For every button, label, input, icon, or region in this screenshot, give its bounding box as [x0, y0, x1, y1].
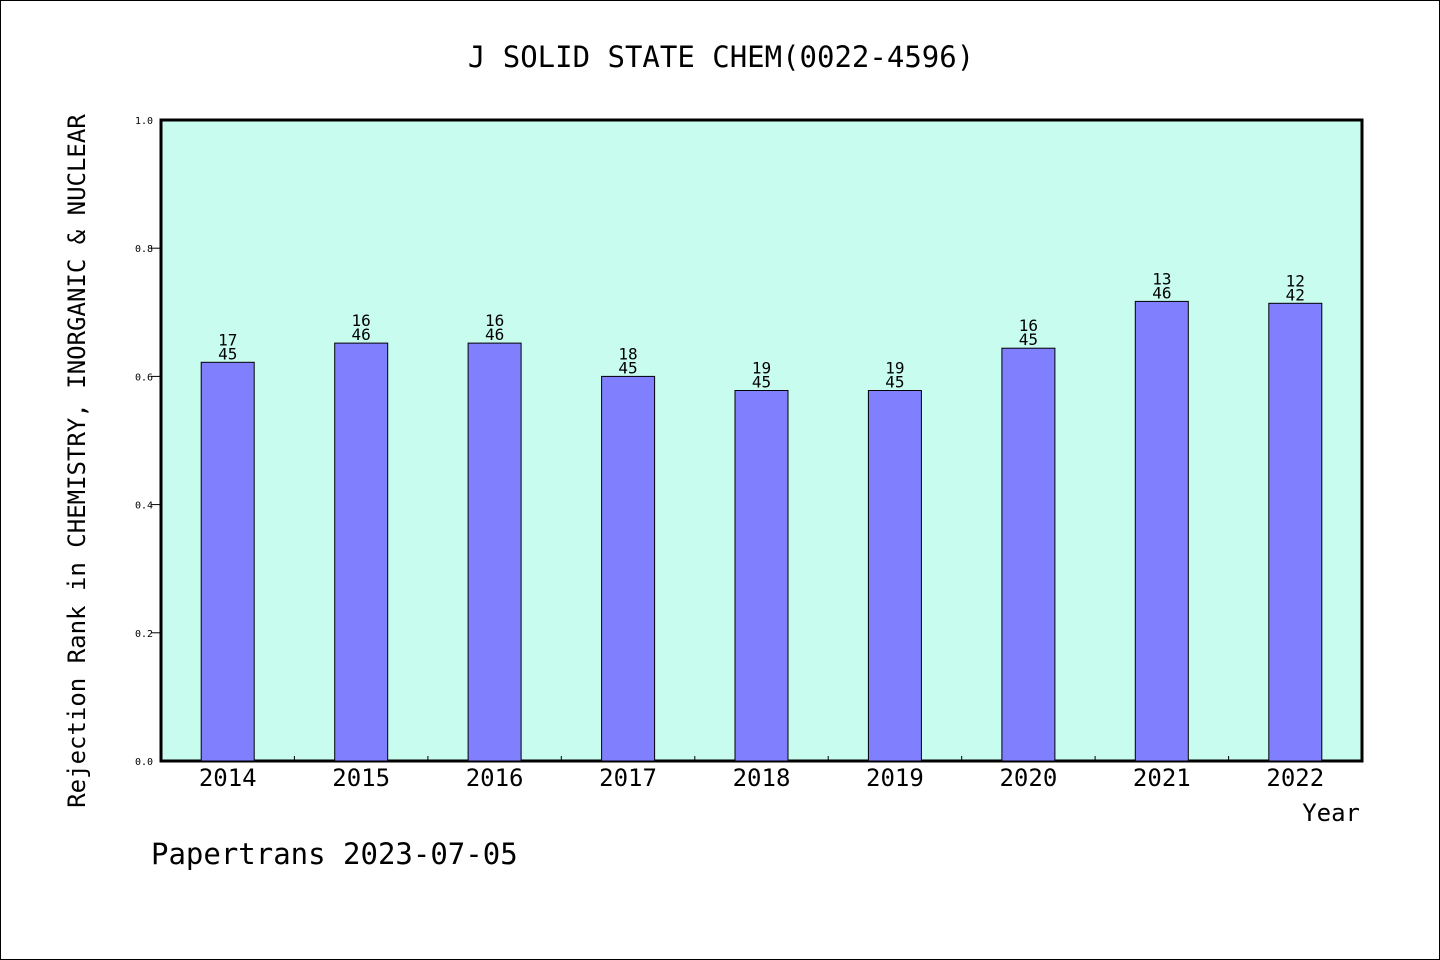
y-axis-title: Rejection Rank in CHEMISTRY, INORGANIC &… [63, 114, 91, 808]
x-tick-label-2020: 2020 [999, 764, 1057, 792]
bar-label-top-2018: 19 [752, 359, 771, 378]
bar-2020 [1001, 347, 1056, 762]
bar-label-top-2019: 19 [885, 359, 904, 378]
x-tick-label-2018: 2018 [733, 764, 791, 792]
y-tick-label-0.8: 0.8 [135, 244, 153, 255]
y-tick-label-0.4: 0.4 [135, 501, 153, 512]
bar-label-top-2021: 13 [1152, 269, 1171, 288]
x-tick-label-2015: 2015 [332, 764, 390, 792]
x-tick-label-2021: 2021 [1133, 764, 1191, 792]
bar-2014 [200, 361, 255, 762]
bar-label-top-2020: 16 [1019, 316, 1038, 335]
bar-label-bottom-2016: 46 [485, 325, 504, 344]
x-axis-title: Year [1302, 799, 1360, 827]
bars-layer [200, 300, 1323, 762]
bar-2017 [601, 375, 656, 762]
x-tick-label-2022: 2022 [1266, 764, 1324, 792]
y-tick-label-1.0: 1.0 [135, 116, 153, 127]
bar-label-top-2016: 16 [485, 311, 504, 330]
bar-2019 [867, 390, 922, 762]
bar-label-top-2015: 16 [352, 311, 371, 330]
x-tick-label-2014: 2014 [199, 764, 257, 792]
bar-2021 [1134, 300, 1189, 762]
bar-label-bottom-2017: 45 [618, 358, 637, 377]
bar-label-bottom-2014: 45 [218, 344, 237, 363]
bar-label-bottom-2022: 42 [1286, 285, 1305, 304]
y-tick-label-0.0: 0.0 [135, 757, 153, 768]
y-tick-label-0.6: 0.6 [135, 372, 153, 383]
bar-label-bottom-2018: 45 [752, 373, 771, 392]
bar-label-top-2014: 17 [218, 330, 237, 349]
bar-label-top-2022: 12 [1286, 271, 1305, 290]
bar-2022 [1268, 302, 1323, 762]
bar-label-bottom-2015: 46 [352, 325, 371, 344]
x-tick-label-2016: 2016 [466, 764, 524, 792]
bar-2015 [334, 342, 389, 762]
y-tick-label-0.2: 0.2 [135, 629, 153, 640]
bar-label-bottom-2019: 45 [885, 373, 904, 392]
x-tick-label-2017: 2017 [599, 764, 657, 792]
bar-label-bottom-2021: 46 [1152, 283, 1171, 302]
x-axis: 2014 2015 2016 2017 2018 2019 2020 2021 2022 [199, 756, 1324, 792]
bar-label-bottom-2020: 45 [1019, 330, 1038, 349]
footer-watermark: Papertrans 2023-07-05 [151, 837, 518, 871]
y-axis: 0.0 0.2 0.4 0.6 0.8 1.0 [135, 116, 161, 768]
bar-2018 [734, 390, 789, 762]
x-tick-label-2019: 2019 [866, 764, 924, 792]
chart-title: J SOLID STATE CHEM(0022-4596) [468, 40, 974, 74]
bar-2016 [467, 342, 522, 762]
bar-label-top-2017: 18 [618, 344, 637, 363]
